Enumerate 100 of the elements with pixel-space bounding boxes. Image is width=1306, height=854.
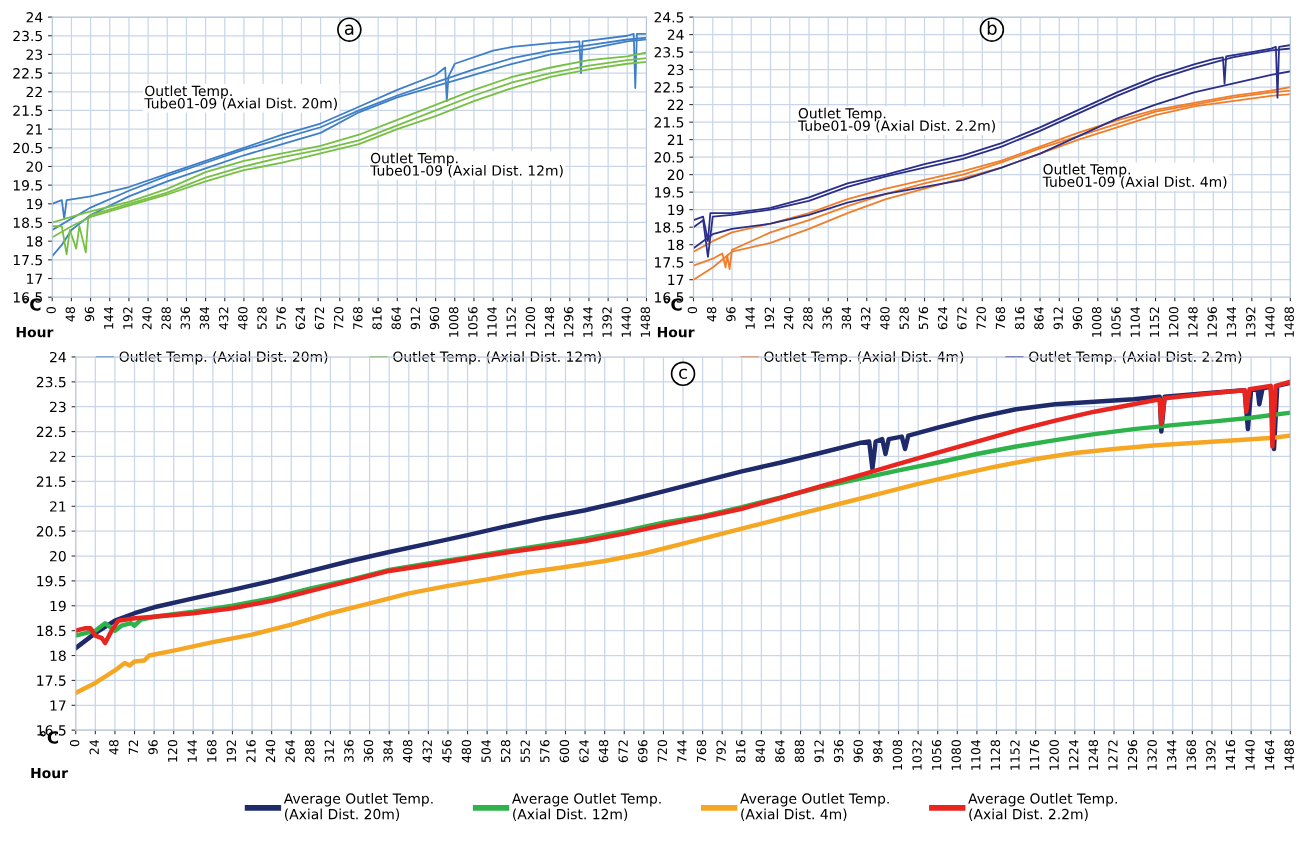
y-tick-label: 18 (27, 236, 43, 247)
x-tick-label: 1104 (971, 739, 981, 770)
x-tick-label: 96 (84, 307, 95, 322)
y-tick-label: 17.5 (655, 257, 684, 268)
x-tick-label: 1248 (544, 307, 555, 337)
y-tick-label: 20 (667, 169, 684, 181)
y-tick-label: 20 (50, 550, 66, 562)
x-tick-label: 1200 (525, 307, 536, 337)
y-tick-label: 17 (668, 274, 684, 285)
x-tick-label: 864 (1034, 306, 1044, 330)
x-tick-label: 1344 (1166, 739, 1177, 770)
x-tick-label: 72 (128, 740, 138, 755)
annotation: Outlet Temp. Tube01-09 (Axial Dist. 4m) (1042, 163, 1227, 189)
x-axis-title: Hour (657, 327, 695, 338)
y-tick-label: 19.5 (655, 187, 684, 198)
x-tick-label: 1104 (487, 306, 497, 337)
legend-label: Outlet Temp. (Axial Dist. 20m) (119, 351, 328, 365)
y-tick-label: 19.5 (13, 180, 42, 191)
x-tick-label: 816 (735, 739, 746, 763)
x-tick-label: 1488 (640, 307, 651, 337)
x-tick-label: 1464 (1264, 739, 1275, 770)
x-tick-label: 168 (207, 740, 217, 762)
x-tick-label: 1392 (1245, 307, 1256, 337)
x-tick-label: 48 (109, 740, 119, 755)
x-tick-label: 48 (706, 307, 717, 322)
y-tick-label: 23 (50, 401, 66, 413)
x-tick-label: 504 (481, 739, 491, 763)
x-tick-label: 288 (803, 307, 813, 330)
x-tick-label: 600 (559, 740, 570, 763)
x-tick-label: 1152 (506, 307, 516, 337)
x-tick-label: 1224 (1069, 739, 1079, 770)
legend-label: Average Outlet Temp. (Axial Dist. 2.2m) (968, 793, 1117, 821)
x-tick-label: 1176 (1029, 739, 1040, 770)
y-tick-label: 17.5 (13, 254, 42, 266)
x-axis-title: Hour (16, 327, 54, 338)
x-tick-label: 1032 (912, 740, 922, 770)
y-tick-label: 20.5 (654, 152, 684, 163)
y-tick-label: 20.5 (36, 526, 66, 537)
x-tick-label: 624 (579, 739, 589, 763)
x-tick-label: 960 (1072, 307, 1083, 330)
x-tick-label: 696 (638, 739, 648, 763)
x-tick-label: 96 (726, 307, 736, 322)
y-tick-label: 24 (26, 12, 43, 23)
x-tick-label: 1296 (1127, 739, 1138, 770)
x-tick-label: 1392 (602, 307, 612, 337)
x-tick-label: 240 (783, 307, 794, 330)
y-tick-label: 21.5 (36, 476, 66, 487)
legend-label: Average Outlet Temp. (Axial Dist. 20m) (283, 793, 433, 821)
x-tick-label: 552 (520, 740, 530, 763)
y-tick-label: 19 (27, 198, 43, 210)
x-tick-label: 384 (841, 306, 852, 330)
x-tick-label: 1344 (583, 306, 593, 337)
x-tick-label: 1152 (1010, 740, 1020, 770)
x-tick-label: 960 (429, 307, 440, 330)
x-tick-label: 1200 (1049, 740, 1059, 770)
x-tick-label: 120 (167, 740, 178, 762)
x-tick-label: 192 (226, 740, 237, 762)
chart-title: b (987, 20, 997, 35)
y-tick-label: 22.5 (36, 426, 66, 438)
y-tick-label: 18 (668, 239, 684, 251)
y-tick-label: 23 (26, 49, 43, 60)
x-tick-label: 528 (500, 740, 511, 763)
x-tick-label: 864 (775, 739, 785, 763)
x-tick-label: 0 (69, 740, 80, 747)
y-tick-label: 21.5 (654, 117, 684, 128)
x-tick-label: 768 (696, 740, 707, 763)
y-tick-label: 23 (667, 64, 684, 76)
x-tick-label: 384 (199, 306, 210, 330)
x-tick-label: 288 (305, 740, 315, 763)
x-tick-label: 1152 (1149, 307, 1160, 337)
x-tick-label: 816 (372, 307, 382, 330)
x-tick-label: 912 (814, 740, 824, 763)
y-tick-label: 18.5 (655, 222, 684, 233)
x-tick-label: 840 (755, 740, 766, 763)
x-tick-label: 864 (391, 306, 401, 330)
x-tick-label: 24 (89, 739, 99, 755)
x-tick-label: 624 (937, 306, 948, 330)
y-tick-label: 21 (667, 134, 684, 145)
x-tick-label: 264 (285, 739, 295, 763)
x-tick-label: 336 (822, 307, 832, 330)
y-tick-label: 22.5 (13, 68, 42, 79)
y-tick-label: 22.5 (654, 82, 684, 93)
x-tick-label: 144 (104, 306, 114, 329)
x-tick-label: 216 (246, 739, 256, 763)
y-tick-label: 21 (50, 501, 66, 512)
x-tick-label: 624 (295, 306, 306, 330)
x-tick-label: 648 (598, 740, 609, 763)
x-tick-label: 1272 (1108, 740, 1118, 770)
x-tick-label: 1320 (1147, 740, 1157, 770)
x-tick-label: 408 (402, 740, 413, 763)
y-tick-label: 21.5 (13, 105, 42, 116)
legend-label: Outlet Temp. (Axial Dist. 12m) (393, 351, 601, 365)
x-tick-label: 912 (410, 307, 421, 330)
x-tick-label: 576 (918, 307, 929, 330)
x-tick-label: 1392 (1206, 740, 1216, 770)
x-tick-label: 936 (833, 739, 844, 763)
y-tick-label: 20.5 (13, 142, 42, 154)
y-tick-label: 24.5 (654, 12, 684, 23)
annotation: Outlet Temp. Tube01-09 (Axial Dist. 12m) (370, 152, 563, 178)
x-tick-label: 480 (238, 307, 248, 330)
